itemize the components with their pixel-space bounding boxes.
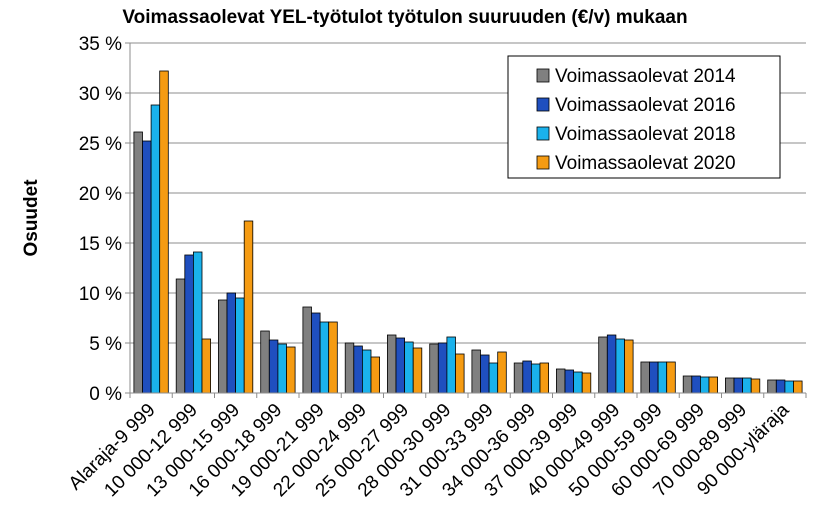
- bar: [150, 104, 161, 394]
- bar: [708, 376, 719, 394]
- bar: [344, 342, 355, 394]
- bar: [217, 299, 228, 394]
- bar: [286, 346, 296, 394]
- legend-label: Voimassaolevat 2014: [555, 66, 736, 87]
- bar: [235, 297, 245, 394]
- bar: [488, 362, 499, 394]
- bar: [775, 379, 786, 394]
- bars: [133, 70, 803, 394]
- bar: [226, 292, 237, 394]
- bar: [353, 345, 363, 394]
- bar: [404, 341, 414, 394]
- legend-label: Voimassaolevat 2016: [555, 95, 736, 116]
- legend-label: Voimassaolevat 2018: [555, 124, 736, 145]
- bar: [640, 361, 650, 394]
- bar: [606, 334, 617, 394]
- bar: [700, 376, 710, 394]
- bar: [302, 306, 312, 394]
- legend-swatch: [536, 68, 550, 83]
- legend-swatch: [536, 155, 550, 170]
- bar: [497, 351, 507, 394]
- bar: [564, 369, 575, 394]
- bar: [480, 354, 490, 394]
- bar: [133, 131, 143, 394]
- y-axis-label: Osuudet: [21, 179, 42, 257]
- bar: [184, 254, 194, 394]
- bar: [277, 343, 287, 394]
- legend-box: [507, 55, 781, 179]
- bar: [573, 371, 583, 394]
- bar: [522, 360, 532, 394]
- legend-swatch: [536, 97, 550, 112]
- chart-title: Voimassaolevat YEL-työtulot työtulon suu…: [122, 7, 687, 28]
- bar: [260, 330, 270, 394]
- bar: [192, 251, 203, 394]
- y-tick-label: 25 %: [79, 134, 122, 155]
- y-tick-label: 5 %: [89, 334, 122, 355]
- bar: [581, 372, 592, 394]
- bar: [725, 377, 735, 394]
- bar: [691, 375, 701, 394]
- bar: [742, 377, 752, 394]
- bar: [767, 379, 777, 394]
- bar: [243, 220, 254, 394]
- bar: [471, 349, 481, 394]
- bar: [657, 361, 668, 394]
- bar: [175, 278, 186, 394]
- bar: [159, 70, 169, 394]
- bar: [412, 347, 423, 394]
- y-tick-label: 35 %: [79, 34, 122, 55]
- y-tick-label: 15 %: [79, 234, 122, 255]
- y-tick-label: 20 %: [79, 184, 122, 205]
- bar: [598, 336, 608, 394]
- bar: [615, 338, 625, 394]
- bar: [446, 336, 456, 394]
- bar: [268, 339, 279, 394]
- bar: [539, 362, 550, 394]
- bar: [142, 140, 152, 394]
- bar: [386, 334, 397, 394]
- bar: [513, 362, 524, 394]
- legend-label: Voimassaolevat 2020: [555, 153, 736, 174]
- y-tick-label: 10 %: [79, 284, 122, 305]
- bar: [784, 380, 794, 394]
- bar: [201, 338, 212, 394]
- bar: [624, 339, 634, 394]
- bar: [370, 356, 381, 394]
- bar: [649, 361, 659, 394]
- legend: Voimassaolevat 2014 Voimassaolevat 2016 Vo…: [507, 55, 781, 179]
- bar: [311, 312, 321, 394]
- bar: [455, 353, 465, 394]
- bar: [328, 321, 338, 394]
- bar: [395, 337, 406, 394]
- bar: [429, 343, 439, 394]
- bar: [750, 378, 761, 394]
- bar: [556, 368, 566, 394]
- legend-swatch: [536, 126, 550, 141]
- bar: [682, 375, 693, 394]
- bar: [666, 361, 676, 394]
- y-tick-labels: 0 % 5 % 10 % 15 % 20 % 25 % 30 % 35 %: [79, 34, 122, 405]
- bar: [531, 363, 541, 394]
- bar: [793, 380, 803, 394]
- bar: [733, 377, 744, 394]
- y-tick-label: 30 %: [79, 84, 122, 105]
- bar: [437, 342, 448, 394]
- bar: [361, 349, 372, 394]
- y-tick-label: 0 %: [89, 384, 122, 405]
- axes: [129, 43, 807, 398]
- bar: [319, 321, 330, 394]
